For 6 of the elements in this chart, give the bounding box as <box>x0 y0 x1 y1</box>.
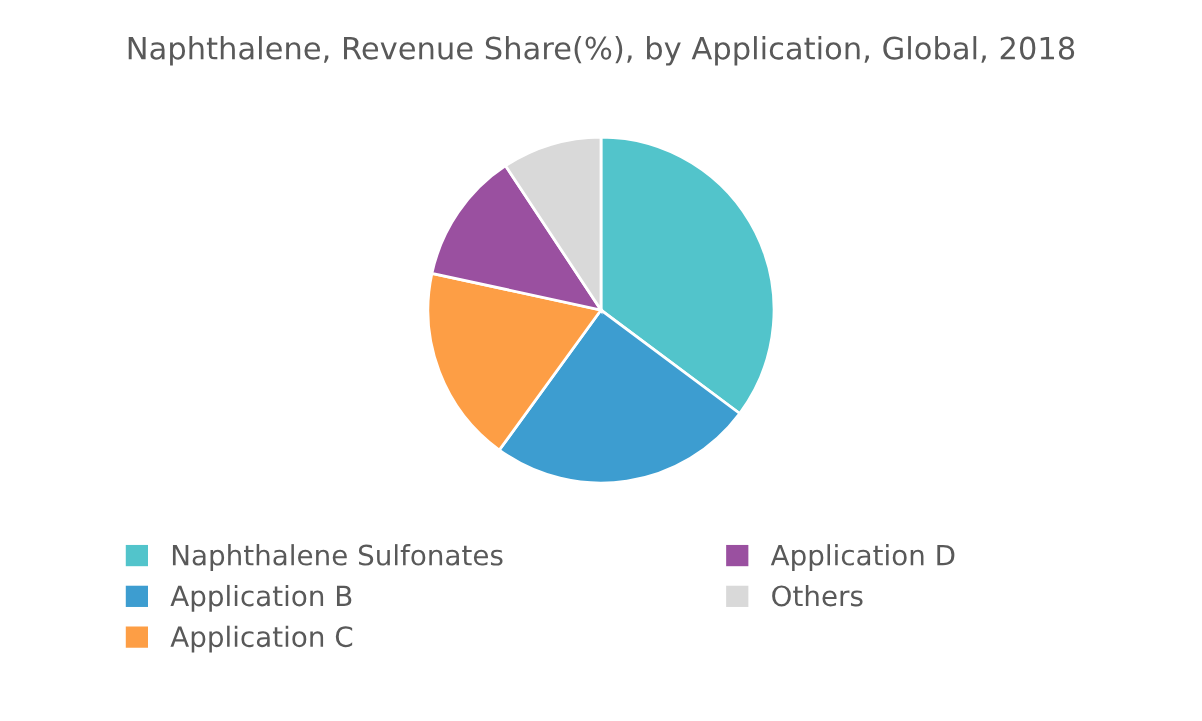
legend-label: Others <box>772 584 863 607</box>
chart-title: Naphthalene, Revenue Share(%), by Application, Global, 2018 <box>128 36 1075 66</box>
legend-label: Application C <box>170 625 353 653</box>
legend-label: Naphthalene Sulfonates <box>172 544 503 571</box>
legend-label: Application D <box>770 544 955 571</box>
legend-label: Application B <box>170 584 352 612</box>
